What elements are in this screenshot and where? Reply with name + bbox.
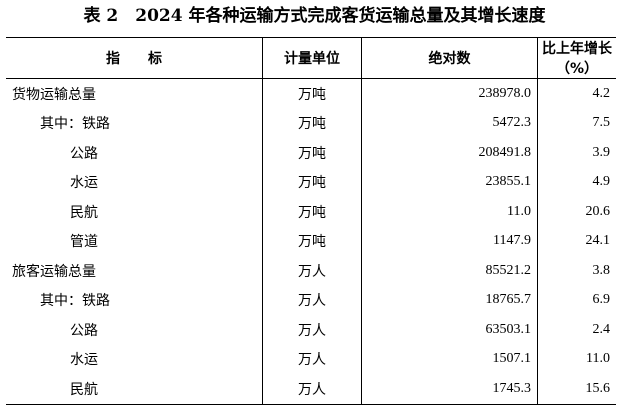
table-row: 管道 万吨 1147.9 24.1 bbox=[6, 226, 616, 256]
row-value: 5472.3 bbox=[361, 108, 538, 138]
header-indicator: 指 标 bbox=[6, 37, 263, 79]
row-growth: 24.1 bbox=[537, 226, 616, 256]
row-value: 208491.8 bbox=[361, 138, 538, 168]
header-growth: 比上年增长（%） bbox=[537, 37, 616, 79]
table-title: 表 2 2024 年各种运输方式完成客货运输总量及其增长速度 bbox=[83, 6, 546, 26]
row-unit: 万吨 bbox=[262, 108, 362, 138]
row-growth: 15.6 bbox=[537, 374, 616, 405]
table-row: 水运 万吨 23855.1 4.9 bbox=[6, 167, 616, 197]
row-growth: 6.9 bbox=[537, 285, 616, 315]
header-value: 绝对数 bbox=[361, 37, 538, 79]
row-value: 18765.7 bbox=[361, 285, 538, 315]
header-unit: 计量单位 bbox=[262, 37, 362, 79]
row-unit: 万人 bbox=[262, 344, 362, 374]
table-row: 公路 万吨 208491.8 3.9 bbox=[6, 138, 616, 168]
row-unit: 万吨 bbox=[262, 138, 362, 168]
table-row: 货物运输总量 万吨 238978.0 4.2 bbox=[6, 78, 616, 109]
row-unit: 万人 bbox=[262, 285, 362, 315]
row-name: 公路 bbox=[70, 322, 98, 339]
row-unit: 万吨 bbox=[262, 167, 362, 197]
row-name: 管道 bbox=[70, 234, 98, 251]
row-name: 其中：铁路 bbox=[40, 293, 110, 310]
table-row: 水运 万人 1507.1 11.0 bbox=[6, 344, 616, 374]
row-value: 1745.3 bbox=[361, 374, 538, 405]
row-value: 63503.1 bbox=[361, 315, 538, 345]
row-growth: 3.9 bbox=[537, 138, 616, 168]
row-unit: 万人 bbox=[262, 256, 362, 286]
table-row: 旅客运输总量 万人 85521.2 3.8 bbox=[6, 256, 616, 286]
row-growth: 4.2 bbox=[537, 78, 616, 109]
row-name: 货物运输总量 bbox=[12, 86, 96, 103]
row-unit: 万吨 bbox=[262, 78, 362, 109]
transport-table: 指 标 计量单位 绝对数 比上年增长（%） 货物运输总量 万吨 238978.0 4.… bbox=[6, 37, 616, 405]
row-value: 1147.9 bbox=[361, 226, 538, 256]
row-value: 11.0 bbox=[361, 197, 538, 227]
row-unit: 万人 bbox=[262, 374, 362, 405]
header-row: 指 标 计量单位 绝对数 比上年增长（%） bbox=[6, 37, 616, 79]
table-row: 其中：铁路 万人 18765.7 6.9 bbox=[6, 285, 616, 315]
row-growth: 7.5 bbox=[537, 108, 616, 138]
row-growth: 3.8 bbox=[537, 256, 616, 286]
row-unit: 万人 bbox=[262, 315, 362, 345]
row-growth: 11.0 bbox=[537, 344, 616, 374]
row-value: 1507.1 bbox=[361, 344, 538, 374]
table-row: 其中：铁路 万吨 5472.3 7.5 bbox=[6, 108, 616, 138]
row-name: 旅客运输总量 bbox=[12, 263, 96, 280]
row-unit: 万吨 bbox=[262, 226, 362, 256]
row-value: 85521.2 bbox=[361, 256, 538, 286]
row-growth: 4.9 bbox=[537, 167, 616, 197]
row-growth: 20.6 bbox=[537, 197, 616, 227]
row-name: 公路 bbox=[70, 145, 98, 162]
row-name: 民航 bbox=[6, 374, 263, 405]
row-unit: 万吨 bbox=[262, 197, 362, 227]
row-value: 238978.0 bbox=[361, 78, 538, 109]
row-growth: 2.4 bbox=[537, 315, 616, 345]
table-row: 民航 万吨 11.0 20.6 bbox=[6, 197, 616, 227]
row-name: 其中：铁路 bbox=[40, 116, 110, 133]
row-value: 23855.1 bbox=[361, 167, 538, 197]
table-row: 民航 万人 1745.3 15.6 bbox=[6, 374, 616, 405]
row-name: 水运 bbox=[70, 352, 98, 369]
row-name: 水运 bbox=[70, 175, 98, 192]
row-name: 民航 bbox=[70, 204, 98, 221]
table-row: 公路 万人 63503.1 2.4 bbox=[6, 315, 616, 345]
